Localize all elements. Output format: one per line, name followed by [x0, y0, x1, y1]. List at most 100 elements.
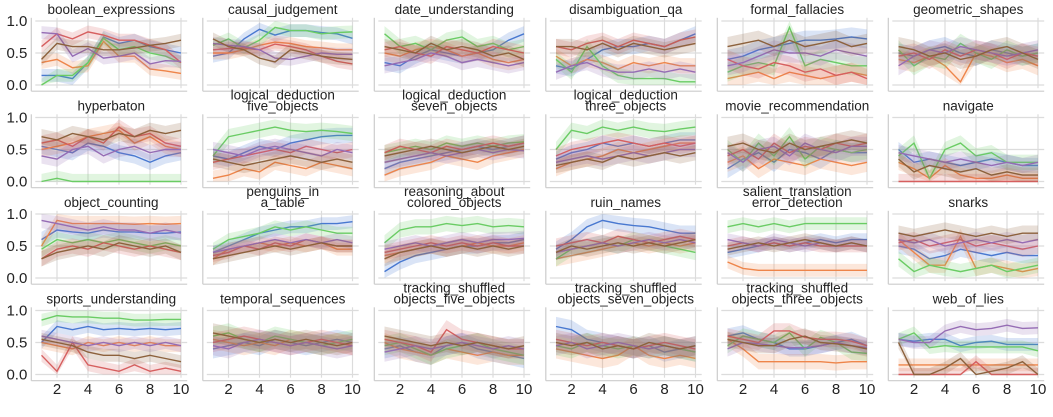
ci-band-series-1: [727, 139, 867, 179]
line-series-3: [898, 141, 1038, 180]
ci-band-series-2: [727, 146, 867, 179]
line-series-4: [555, 36, 696, 51]
line-series-5: [555, 61, 696, 73]
ci-band-series-2: [384, 332, 524, 365]
ci-band-series-1: [727, 233, 867, 259]
line-series-6: [384, 245, 525, 260]
ci-band-series-5: [898, 231, 1038, 254]
panel-title: sports_understanding: [46, 292, 176, 307]
ci-band-series-5: [727, 133, 867, 172]
line-series-6: [898, 45, 1039, 61]
ci-band-series-3: [727, 21, 867, 82]
line-series-2: [727, 261, 867, 272]
ci-band-series-5: [727, 233, 867, 253]
y-tick-label: 0.5: [6, 238, 27, 255]
panel-title-line2: objects_three_objects: [732, 292, 864, 307]
ci-band-series-1: [727, 325, 867, 357]
line-series-4: [727, 58, 868, 80]
line-series-5: [384, 52, 525, 67]
line-series-6: [727, 335, 868, 350]
ci-band-series-4: [213, 138, 353, 170]
ci-band-series-4: [41, 336, 181, 375]
x-tick-label: 8: [317, 381, 325, 398]
x-tick-label: 10: [859, 381, 876, 398]
line-series-2: [212, 161, 353, 179]
line-series-4: [41, 31, 182, 64]
x-tick-label: 4: [941, 381, 949, 398]
line-series-2: [727, 155, 868, 170]
panel-title: web_of_lies: [932, 292, 1005, 307]
x-tick-label: 2: [739, 381, 747, 398]
ci-band-series-3: [556, 119, 696, 158]
line-series-1: [555, 139, 696, 160]
line-series-2: [727, 338, 867, 364]
ci-band-series-2: [898, 43, 1038, 85]
ci-band-series-4: [898, 231, 1038, 257]
line-series-2: [898, 161, 1038, 180]
x-tick-label: 10: [516, 381, 533, 398]
y-tick-label: 1.0: [6, 13, 27, 30]
panel-title: movie_recommendation: [725, 99, 869, 114]
line-series-5: [727, 142, 867, 164]
panel-disambiguation_qa: disambiguation_qa: [545, 2, 702, 92]
x-tick-label: 2: [53, 381, 61, 398]
panel-title: navigate: [943, 99, 994, 114]
ci-band-series-6: [213, 32, 353, 69]
ci-band-series-5: [556, 54, 696, 80]
panel-title-line1: logical_deduction: [402, 88, 506, 103]
panel-geometric_shapes: geometric_shapes: [887, 2, 1045, 92]
panel-date_understanding: date_understanding: [373, 2, 531, 92]
ci-band-series-4: [727, 133, 867, 169]
line-series-3: [555, 45, 696, 83]
line-series-4: [555, 235, 696, 247]
line-series-6: [556, 42, 696, 51]
line-series-3: [212, 226, 353, 250]
ci-band-series-6: [556, 145, 696, 174]
ci-band-series-2: [556, 135, 696, 177]
ci-band-series-5: [556, 231, 696, 261]
line-series-5: [212, 238, 353, 254]
ci-band-series-6: [384, 35, 524, 68]
ci-band-series-6: [41, 235, 181, 267]
line-series-6: [41, 338, 182, 363]
x-tick-label: 6: [972, 381, 980, 398]
ci-band-series-6: [213, 323, 353, 356]
line-series-4: [898, 238, 1039, 250]
panel-ruin_names: ruin_names: [545, 195, 702, 285]
line-series-5: [898, 152, 1039, 167]
x-tick-label: 10: [344, 381, 361, 398]
y-tick-label: 0.0: [6, 270, 27, 287]
panel-title-line1: tracking_shuffled: [403, 281, 505, 296]
ci-band-series-6: [213, 148, 353, 174]
panel-title-line2: three_objects: [585, 99, 666, 114]
line-series-6: [41, 129, 182, 141]
panel-title-line2: a_table: [261, 195, 305, 210]
ci-band-series-2: [384, 235, 524, 264]
ci-band-series-1: [41, 320, 181, 349]
y-tick-label: 0.5: [6, 45, 27, 62]
line-series-2: [40, 219, 182, 247]
line-series-5: [41, 219, 182, 234]
panel-title-line1: logical_deduction: [231, 88, 335, 103]
ci-band-series-6: [384, 326, 524, 359]
line-series-3: [41, 37, 182, 86]
line-series-4: [384, 242, 524, 254]
line-series-2: [898, 52, 1039, 83]
ci-band-series-6: [384, 238, 524, 267]
panel-title-line2: colored_objects: [407, 195, 502, 210]
panel-object_counting: object_counting 0.0 0.5 1.0: [6, 195, 188, 287]
line-series-1: [212, 134, 353, 160]
ci-band-series-5: [384, 332, 524, 362]
ci-band-series-3: [384, 215, 524, 251]
line-series-5: [727, 49, 868, 67]
panel-title: boolean_expressions: [47, 2, 175, 17]
line-series-6: [555, 341, 696, 350]
line-series-6: [212, 242, 353, 260]
x-tick-label: 6: [629, 381, 637, 398]
ci-band-series-1: [898, 37, 1038, 66]
x-tick-label: 8: [146, 381, 154, 398]
line-series-1: [41, 142, 182, 164]
